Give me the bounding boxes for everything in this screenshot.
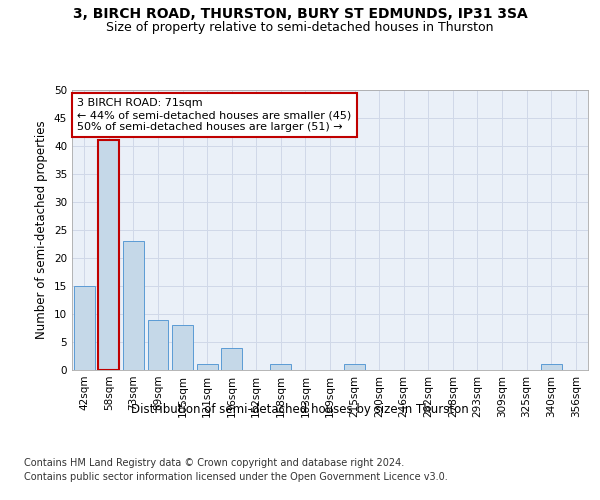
Bar (197, 364, 218, 370)
Bar (344, 364, 365, 370)
Y-axis label: Number of semi-detached properties: Number of semi-detached properties (35, 120, 49, 340)
Text: Contains HM Land Registry data © Crown copyright and database right 2024.: Contains HM Land Registry data © Crown c… (24, 458, 404, 468)
Text: 3, BIRCH ROAD, THURSTON, BURY ST EDMUNDS, IP31 3SA: 3, BIRCH ROAD, THURSTON, BURY ST EDMUNDS… (73, 8, 527, 22)
Text: Distribution of semi-detached houses by size in Thurston: Distribution of semi-detached houses by … (131, 402, 469, 415)
Text: 3 BIRCH ROAD: 71sqm
← 44% of semi-detached houses are smaller (45)
50% of semi-d: 3 BIRCH ROAD: 71sqm ← 44% of semi-detach… (77, 98, 352, 132)
Bar (148, 320, 169, 370)
Bar (541, 364, 562, 370)
Bar (271, 364, 292, 370)
Text: Size of property relative to semi-detached houses in Thurston: Size of property relative to semi-detach… (106, 21, 494, 34)
Bar (74, 286, 95, 370)
Bar (98, 140, 119, 370)
Bar (123, 241, 144, 370)
Bar (221, 348, 242, 370)
Text: Contains public sector information licensed under the Open Government Licence v3: Contains public sector information licen… (24, 472, 448, 482)
Bar (172, 325, 193, 370)
